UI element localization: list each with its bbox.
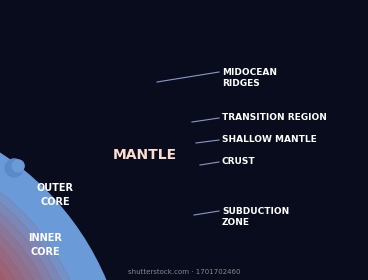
Circle shape [0,185,50,280]
Circle shape [0,161,74,280]
Circle shape [0,201,34,280]
Text: INNER
CORE: INNER CORE [28,234,62,256]
Circle shape [0,153,82,280]
Text: OUTER
CORE: OUTER CORE [36,183,74,207]
Text: MANTLE: MANTLE [113,148,177,162]
Circle shape [12,160,24,172]
Circle shape [0,169,66,280]
Text: SHALLOW MANTLE: SHALLOW MANTLE [222,136,317,144]
Circle shape [5,159,23,177]
Circle shape [0,112,123,280]
Text: shutterstock.com · 1701702460: shutterstock.com · 1701702460 [128,269,240,275]
Circle shape [0,193,42,280]
Circle shape [0,107,128,280]
Circle shape [0,233,2,280]
Circle shape [0,209,26,280]
Text: MIDOCEAN
RIDGES: MIDOCEAN RIDGES [222,68,277,88]
Circle shape [0,217,18,280]
Text: CRUST: CRUST [222,157,256,167]
Circle shape [0,145,90,280]
Circle shape [0,177,58,280]
Circle shape [0,225,10,280]
Text: SUBDUCTION
ZONE: SUBDUCTION ZONE [222,207,289,227]
Circle shape [0,155,80,280]
Text: TRANSITION REGION: TRANSITION REGION [222,113,327,123]
Circle shape [0,132,103,280]
Circle shape [0,120,115,280]
